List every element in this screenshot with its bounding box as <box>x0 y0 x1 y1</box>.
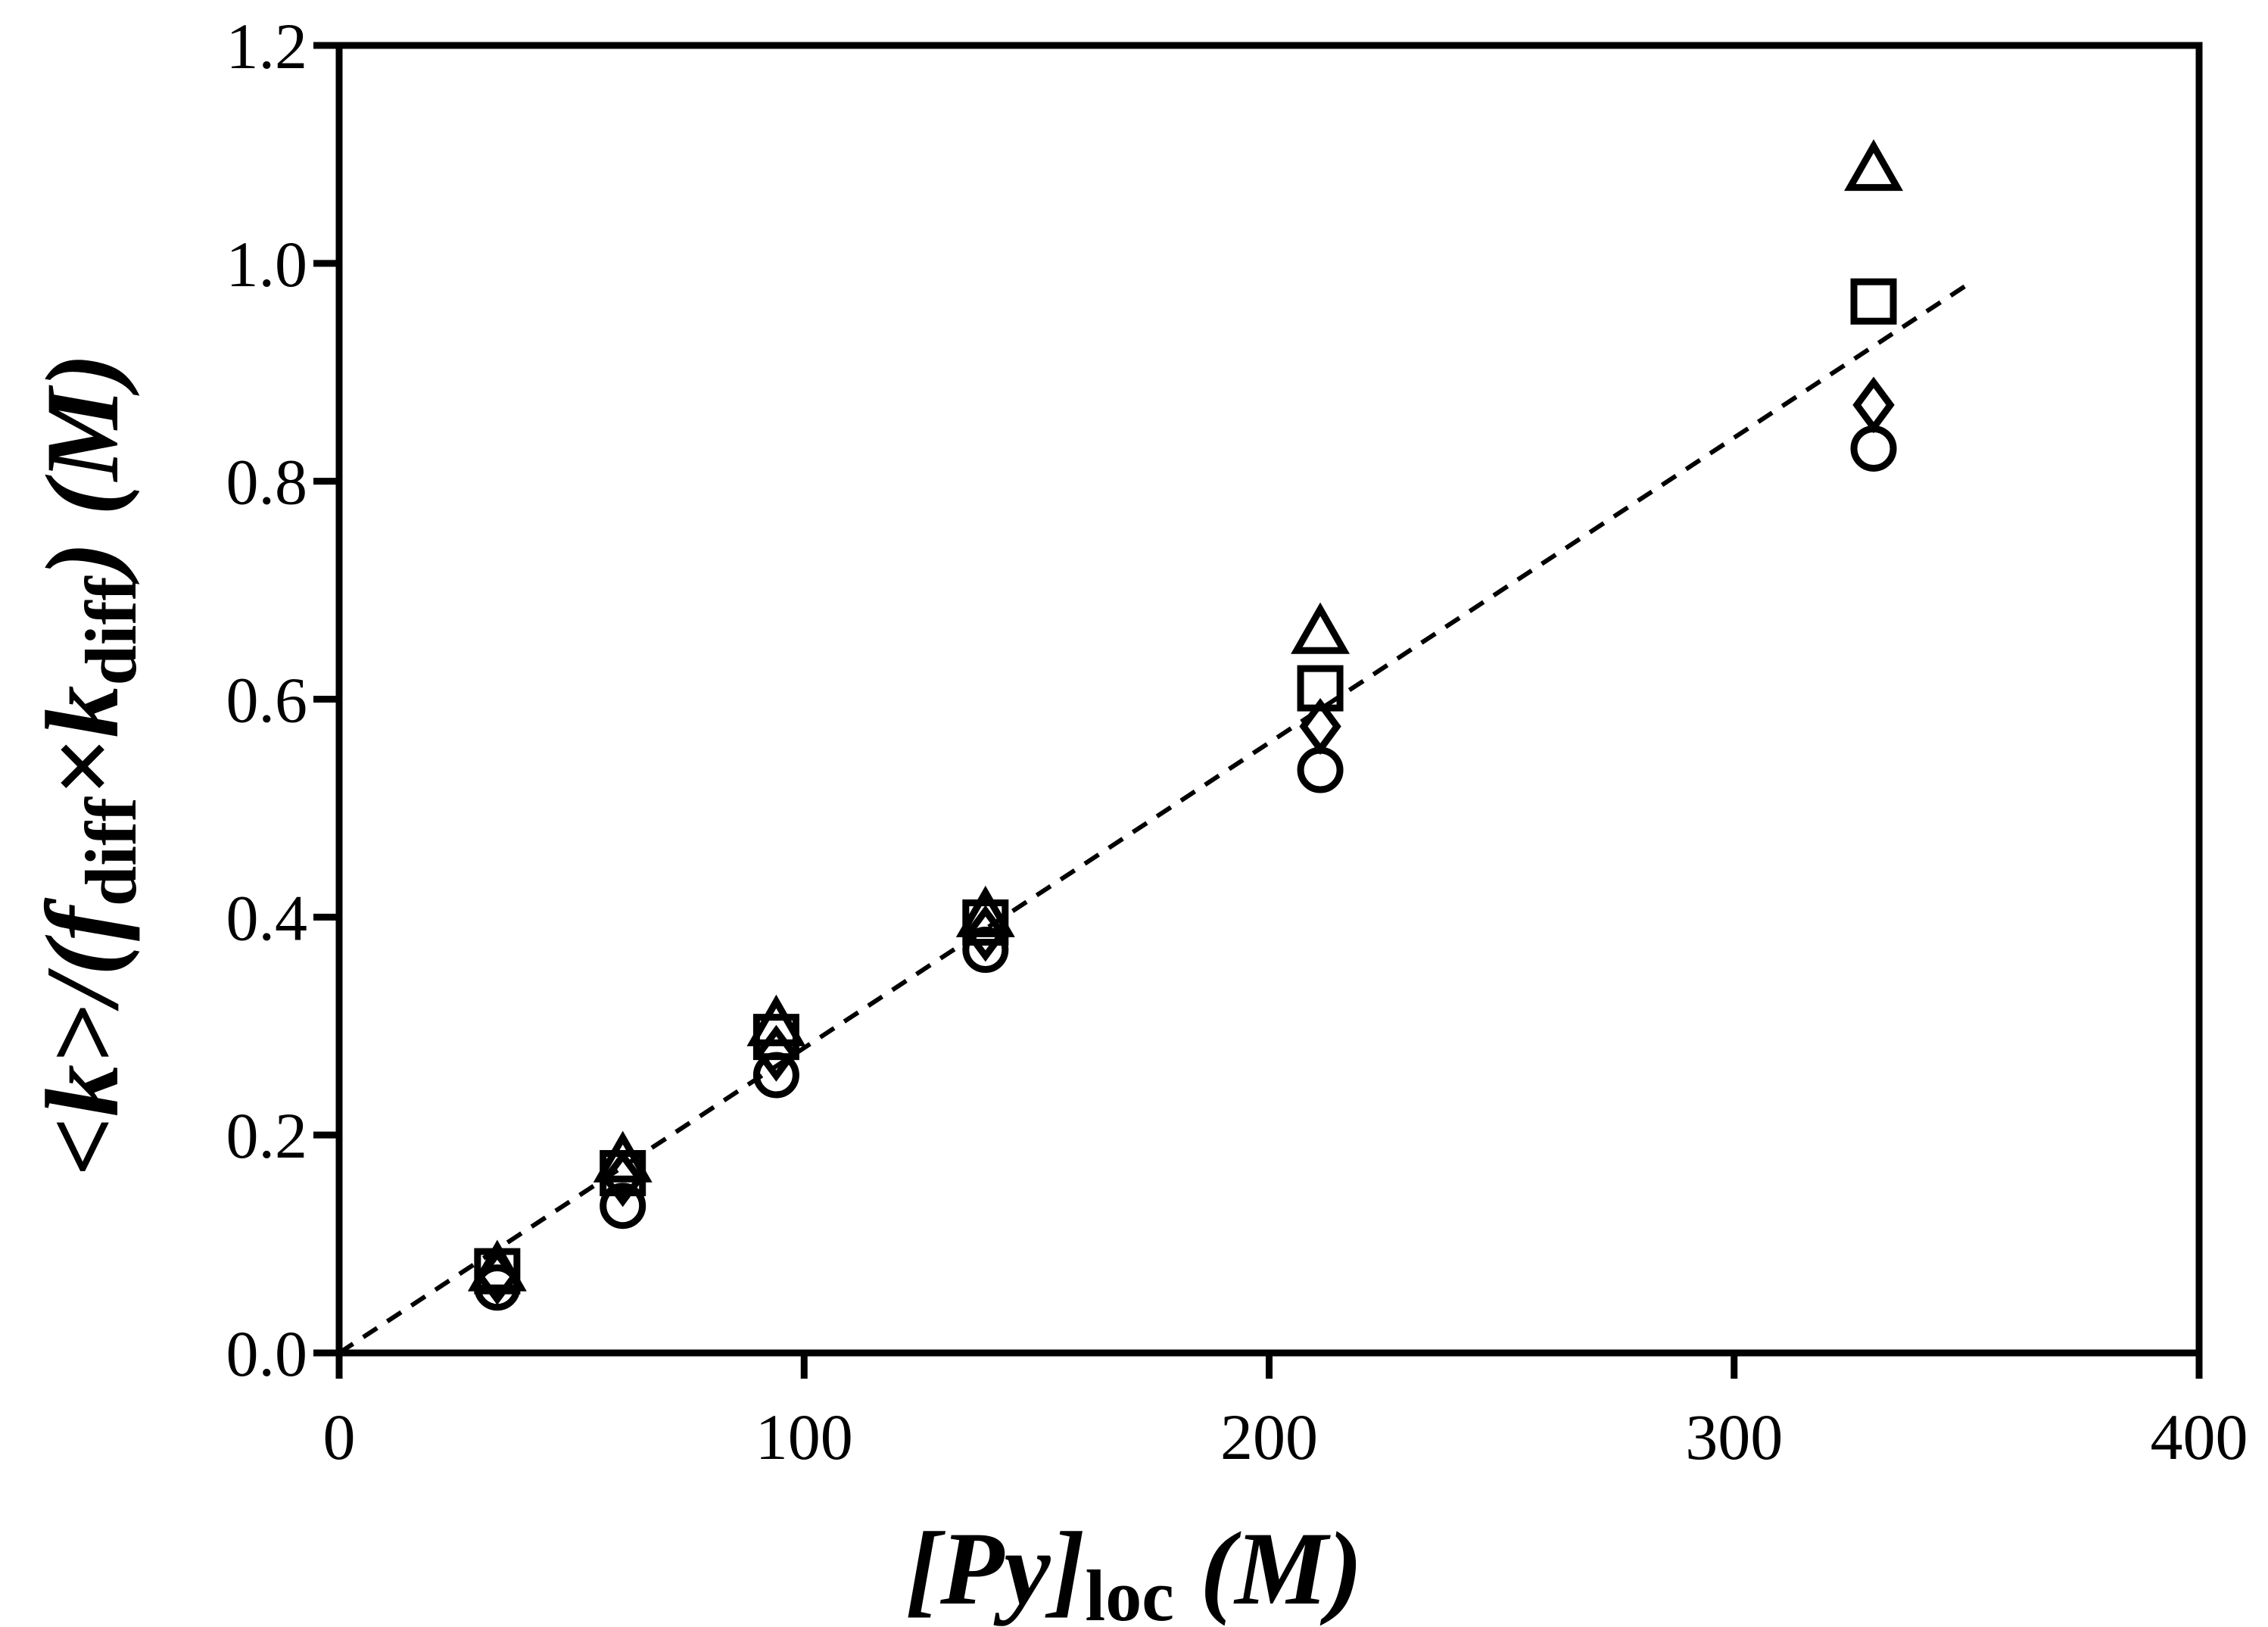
triangle-marker <box>1844 139 1903 192</box>
series-diamond <box>476 376 1895 1305</box>
y-axis-title-suffix: ) (M) <box>24 353 140 584</box>
x-tick-label: 200 <box>1220 1401 1318 1473</box>
x-axis-title-subscript: loc <box>1086 1555 1174 1627</box>
y-tick-label: 1.0 <box>226 228 308 301</box>
y-axis-title-times: ×k <box>24 685 140 797</box>
circle-marker <box>1297 746 1344 793</box>
triangle-marker <box>593 1130 653 1183</box>
series-triangle <box>467 139 1903 1292</box>
x-tick-label: 300 <box>1685 1401 1783 1473</box>
diamond-marker <box>601 1150 644 1208</box>
x-tick-label: 400 <box>2151 1401 2248 1473</box>
circle-marker <box>1850 425 1897 472</box>
x-axis-title: [Py]loc (M) <box>905 1510 1363 1627</box>
x-axis-title-unit: (M) <box>1174 1510 1363 1626</box>
square-marker <box>1850 278 1897 325</box>
series-circle <box>474 425 1897 1311</box>
fit-line <box>338 283 1968 1355</box>
triangle-marker <box>1291 602 1351 654</box>
diamond-marker <box>755 1024 798 1082</box>
y-axis-title-prefix: <k>/(f <box>24 897 140 1177</box>
axes: 0 100 200 300 400 0.0 0.2 0.4 0.6 0.8 1.0 1.2 <box>226 10 2248 1473</box>
y-axis-title: <k>/(fdiff×kdiff) (M) <box>24 353 151 1176</box>
y-axis-title-subscript-2: diff <box>70 575 151 685</box>
triangle-marker <box>955 885 1015 937</box>
data-marks <box>338 139 1968 1355</box>
y-tick-label: 0.6 <box>226 664 308 737</box>
x-tick-label: 0 <box>323 1401 356 1473</box>
y-tick-label: 0.2 <box>226 1099 308 1172</box>
x-tick-label: 100 <box>755 1401 853 1473</box>
y-axis-title-subscript-1: diff <box>70 796 151 906</box>
diamond-marker <box>964 905 1007 962</box>
y-tick-label: 0.8 <box>226 446 308 519</box>
y-tick-label: 0.0 <box>226 1317 308 1390</box>
circle-marker <box>600 1183 646 1230</box>
triangle-marker <box>746 994 806 1046</box>
circle-marker <box>474 1264 521 1311</box>
square-marker <box>962 899 1009 946</box>
y-tick-label: 1.2 <box>226 10 308 83</box>
series-square <box>474 278 1897 1295</box>
y-tick-label: 0.4 <box>226 881 308 954</box>
diamond-marker <box>1852 376 1895 434</box>
circle-marker <box>752 1052 799 1099</box>
circle-marker <box>962 927 1009 974</box>
x-axis-title-main: [Py] <box>905 1510 1085 1626</box>
